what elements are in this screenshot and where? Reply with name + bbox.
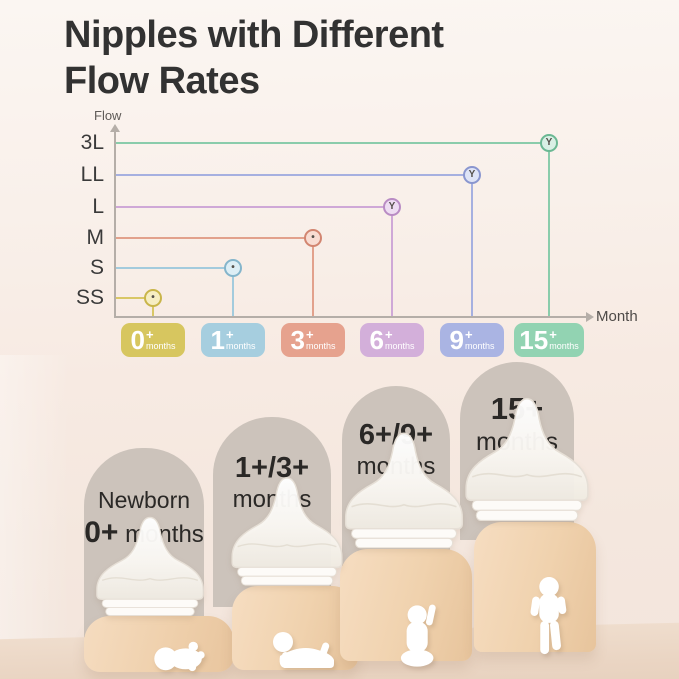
- series-m-marker-round-hole-icon: •: [304, 229, 322, 247]
- badge-unit: months: [145, 341, 176, 352]
- series-ll-vline: [471, 175, 473, 316]
- badge-6-months: 6 + months: [360, 323, 424, 357]
- badge-number: 3: [290, 325, 305, 355]
- crawling-baby-silhouette-icon: [270, 630, 340, 672]
- newborn-baby-silhouette-icon: [150, 636, 208, 674]
- series-3l-marker-y-cut-icon: Y: [540, 134, 558, 152]
- x-axis-arrow-icon: [586, 312, 594, 322]
- badge-1-months: 1 + months: [201, 323, 265, 357]
- nipple-1-3-months-illustration: [223, 472, 351, 590]
- badge-number: 15: [519, 325, 549, 355]
- nipple-6-9-months-illustration: [336, 427, 472, 553]
- pedestal-4: [474, 522, 596, 652]
- badge-number: 9: [449, 325, 464, 355]
- y-tick-3L: 3L: [80, 131, 104, 154]
- marker-glyph: Y: [468, 169, 476, 180]
- y-axis-arrow-icon: [110, 124, 120, 132]
- series-ss-vline: [152, 298, 154, 316]
- badge-unit: months: [464, 341, 495, 352]
- marker-glyph: •: [231, 262, 235, 273]
- series-s-vline: [232, 268, 234, 316]
- series-s-marker-round-hole-icon: •: [224, 259, 242, 277]
- badge-plus: +: [384, 326, 393, 342]
- y-tick-LL: LL: [80, 163, 104, 186]
- plaque-age-number: 0+: [84, 515, 119, 549]
- nipple-newborn-illustration: [88, 512, 212, 620]
- series-s-hline: [116, 267, 233, 269]
- sitting-baby-silhouette-icon: [398, 604, 444, 668]
- badge-unit: months: [225, 341, 256, 352]
- badge-unit: months: [305, 341, 336, 352]
- marker-glyph: Y: [545, 137, 553, 148]
- badge-plus: +: [464, 326, 473, 342]
- page-title-line2: Flow Rates: [64, 59, 260, 102]
- marker-glyph: •: [311, 232, 315, 243]
- wall-corner-highlight: [0, 355, 70, 645]
- y-axis-line: [114, 132, 116, 318]
- series-m-vline: [312, 238, 314, 316]
- x-axis-line: [114, 316, 586, 318]
- badge-plus: +: [225, 326, 234, 342]
- page-title: Nipples with Different Flow Rates: [64, 13, 444, 104]
- series-ss-marker-round-hole-icon: •: [144, 289, 162, 307]
- badge-3-months: 3 + months: [281, 323, 345, 357]
- nipple-15-months-illustration: [456, 392, 598, 526]
- y-tick-L: L: [92, 195, 104, 218]
- series-l-vline: [391, 207, 393, 316]
- series-l-hline: [116, 206, 392, 208]
- y-tick-SS: SS: [75, 286, 104, 309]
- series-l-marker-y-cut-icon: Y: [383, 198, 401, 216]
- y-tick-M: M: [86, 226, 105, 249]
- plaque-age-number: 1+/3+: [234, 452, 310, 484]
- badge-15-months: 15 + months: [514, 323, 584, 357]
- badge-number: 0: [130, 325, 145, 355]
- series-3l-hline: [116, 142, 549, 144]
- badge-9-months: 9 + months: [440, 323, 504, 357]
- marker-glyph: Y: [388, 201, 396, 212]
- y-tick-S: S: [89, 256, 104, 279]
- pedestal-3: [340, 549, 472, 661]
- page-title-line1: Nipples with Different: [64, 14, 444, 56]
- flow-axis-label: Flow: [94, 108, 122, 123]
- badge-plus: +: [549, 326, 557, 342]
- badge-plus: +: [145, 326, 154, 342]
- badge-unit: months: [384, 341, 415, 352]
- marker-glyph: •: [151, 292, 155, 303]
- badge-number: 1: [210, 325, 225, 355]
- badge-number: 6: [369, 325, 384, 355]
- series-m-hline: [116, 237, 313, 239]
- walking-toddler-silhouette-icon: [528, 576, 574, 658]
- month-axis-label: Month: [596, 308, 638, 325]
- series-3l-vline: [548, 143, 550, 316]
- series-ss-hline: [116, 297, 153, 299]
- series-ll-marker-y-cut-icon: Y: [463, 166, 481, 184]
- badge-plus: +: [305, 326, 314, 342]
- badge-0-months: 0 + months: [121, 323, 185, 357]
- series-ll-hline: [116, 174, 472, 176]
- badge-unit: months: [549, 341, 579, 352]
- plaque-label-newborn: Newborn: [97, 487, 191, 513]
